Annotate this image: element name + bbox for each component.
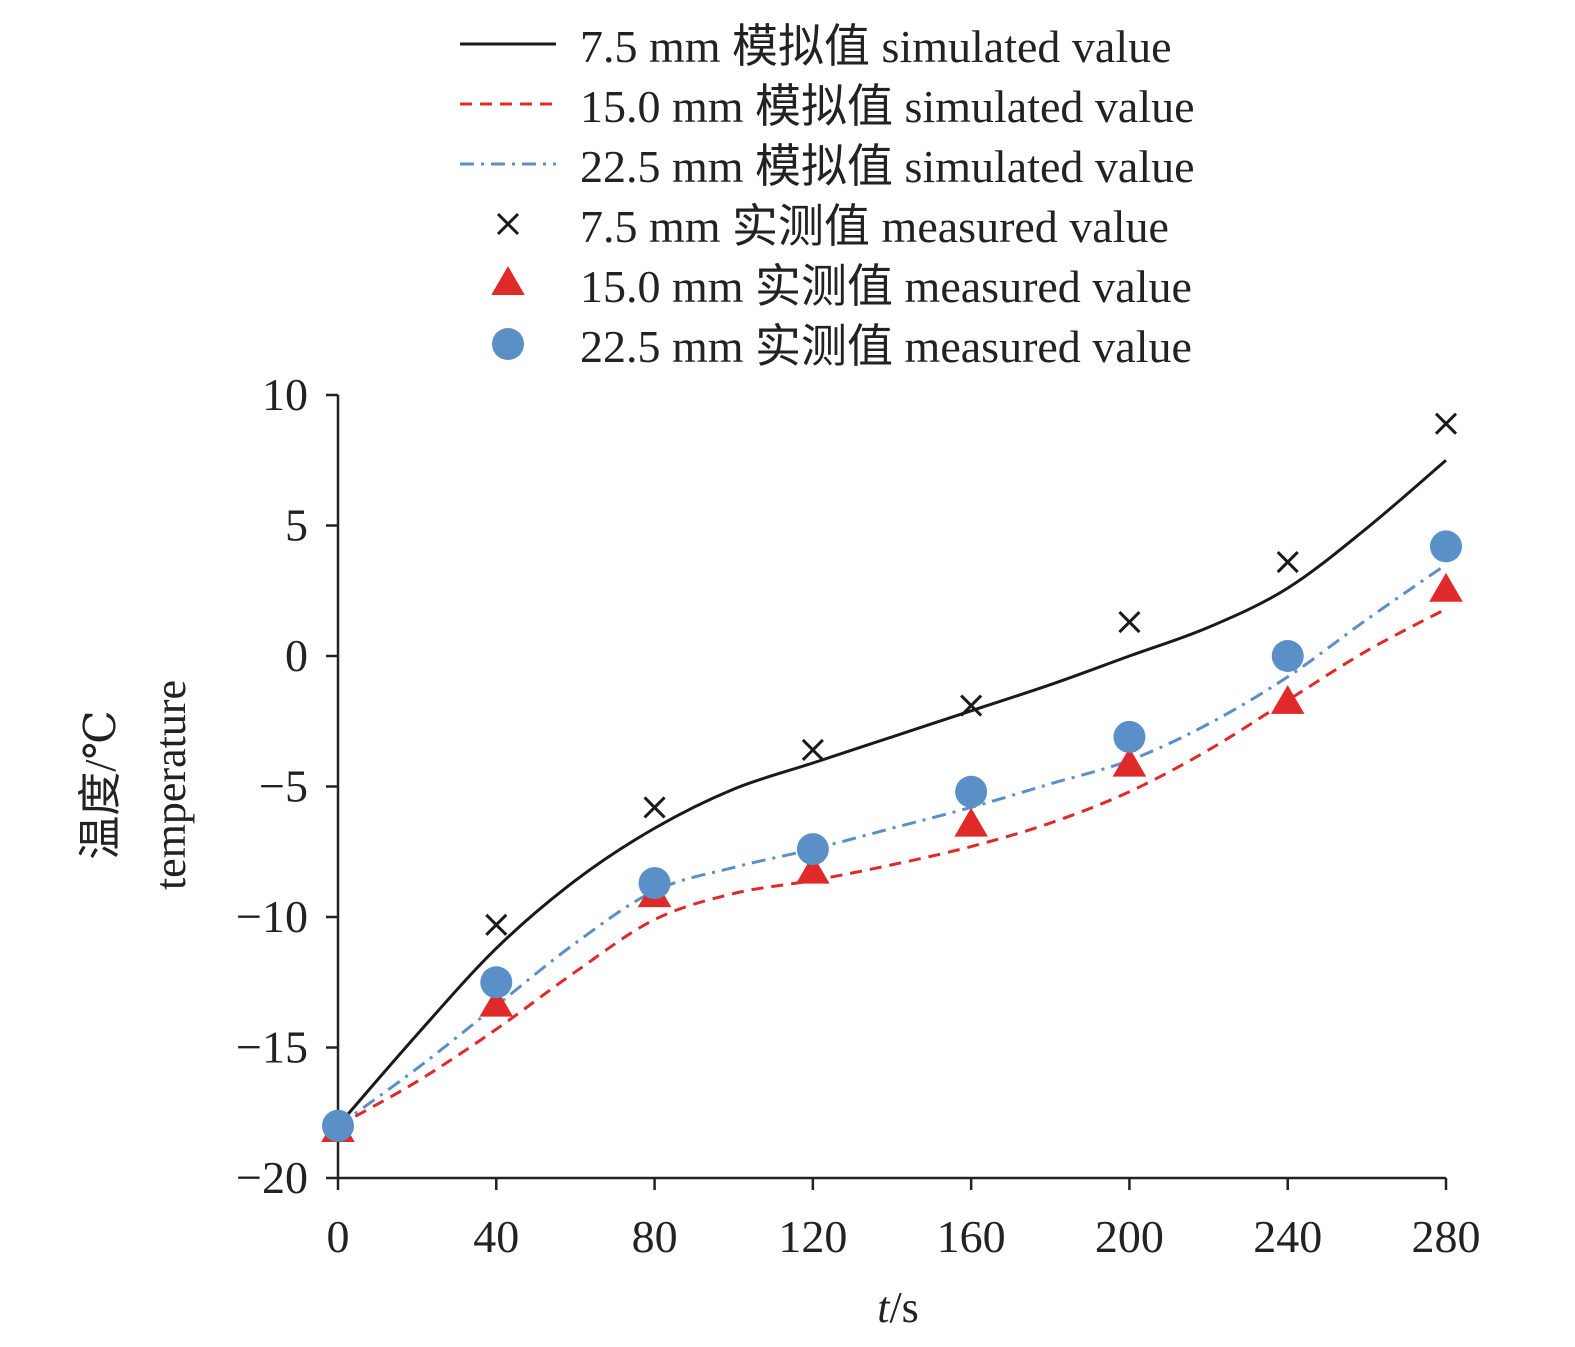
y-axis-ticks: 10 5 0 −5 −10 −15 −20 — [236, 369, 338, 1203]
x-tick-label: 240 — [1253, 1211, 1322, 1262]
data-point-series-3 — [485, 913, 508, 936]
data-point-series-5 — [480, 966, 513, 999]
y-tick-label: 5 — [285, 500, 308, 551]
series-lines — [336, 459, 1447, 1128]
data-point-series-3 — [1276, 550, 1299, 574]
data-point-series-4 — [1429, 572, 1463, 602]
data-point-series-3 — [1118, 611, 1141, 634]
data-point-series-4 — [479, 987, 514, 1017]
x-tick-label: 120 — [778, 1211, 847, 1262]
data-point-series-3 — [643, 796, 666, 819]
data-point-series-3 — [801, 738, 824, 762]
series-line-1 — [337, 607, 1447, 1128]
x-axis-ticks: 0 40 80 120 160 200 240 280 — [327, 1178, 1481, 1262]
data-point-series-5 — [1271, 640, 1304, 672]
x-tick-label: 0 — [327, 1211, 350, 1262]
series-markers — [321, 412, 1463, 1142]
legend-marker-swatch — [496, 212, 520, 236]
legend-label: 22.5 mm 模拟值 simulated value — [580, 141, 1195, 192]
legend-label: 15.0 mm 实测值 measured value — [580, 261, 1192, 312]
series-line-0 — [336, 459, 1447, 1127]
x-axis-title-unit: /s — [889, 1283, 918, 1332]
x-tick-label: 280 — [1412, 1211, 1481, 1262]
legend-marker-swatch — [492, 328, 524, 360]
data-point-series-4 — [796, 854, 830, 884]
data-point-series-5 — [322, 1109, 354, 1142]
y-tick-label: 10 — [262, 369, 308, 420]
y-tick-label: −5 — [259, 761, 308, 812]
data-point-series-5 — [1113, 720, 1146, 753]
data-point-series-4 — [1112, 747, 1147, 777]
data-point-series-4 — [1270, 685, 1305, 714]
y-axis-title-cn: 温度/℃ — [76, 710, 125, 859]
legend-label: 15.0 mm 模拟值 simulated value — [580, 81, 1195, 132]
data-point-series-5 — [1430, 530, 1462, 563]
x-axis-title-italic: t — [877, 1283, 891, 1332]
data-point-series-3 — [960, 694, 983, 717]
data-point-series-5 — [638, 867, 671, 900]
chart-axes — [336, 395, 1446, 1180]
legend-label: 7.5 mm 模拟值 simulated value — [580, 21, 1172, 72]
x-tick-label: 200 — [1095, 1211, 1164, 1262]
data-point-series-4 — [954, 807, 988, 837]
legend-marker-swatch — [491, 266, 525, 295]
data-point-series-5 — [955, 775, 988, 808]
legend-label: 7.5 mm 实测值 measured value — [580, 201, 1169, 252]
y-axis-title-en: temperature — [146, 680, 195, 890]
series-line-2 — [337, 563, 1447, 1128]
y-tick-label: 0 — [285, 630, 308, 681]
y-tick-label: −20 — [236, 1152, 308, 1203]
y-tick-label: −10 — [236, 891, 308, 942]
x-tick-label: 160 — [937, 1211, 1006, 1262]
data-point-series-3 — [1434, 412, 1458, 435]
chart-legend: 7.5 mm 模拟值 simulated value 15.0 mm 模拟值 si… — [460, 21, 1195, 372]
legend-label: 22.5 mm 实测值 measured value — [580, 321, 1192, 372]
x-tick-label: 80 — [632, 1211, 678, 1262]
y-tick-label: −15 — [236, 1022, 308, 1073]
x-axis-title: t/s — [877, 1283, 919, 1332]
data-point-series-5 — [796, 833, 829, 866]
x-tick-label: 40 — [473, 1211, 519, 1262]
